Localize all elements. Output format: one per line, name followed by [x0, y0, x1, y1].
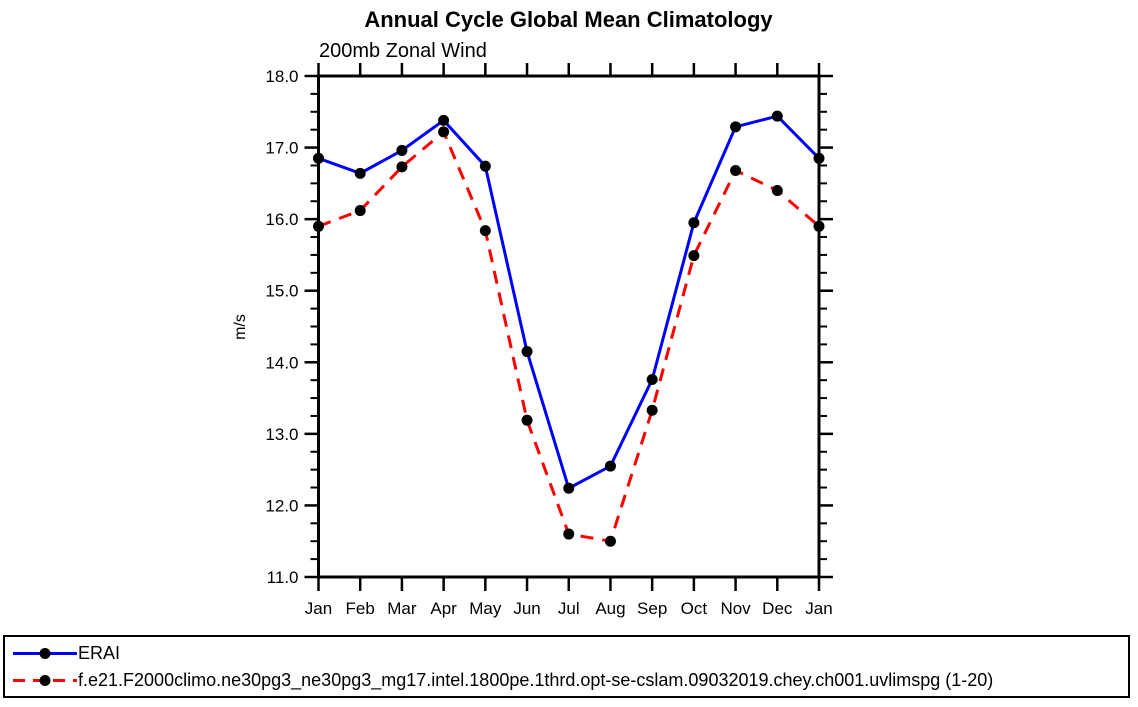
data-point-marker [313, 152, 324, 164]
legend-item-erai: ERAI [12, 640, 1124, 667]
data-point-marker [313, 220, 324, 232]
data-point-marker [604, 460, 616, 472]
series-line-0 [317, 114, 821, 490]
chart-title: Annual Cycle Global Mean Climatology [364, 7, 773, 32]
data-point-marker [438, 126, 450, 138]
data-point-marker [771, 185, 783, 197]
x-tick-label: Aug [595, 599, 625, 618]
y-tick-label: 13.0 [265, 425, 298, 444]
data-point-marker [563, 528, 575, 540]
data-point-marker [354, 167, 366, 179]
erai-line-sample-icon [13, 648, 77, 659]
legend-label-erai: ERAI [78, 643, 121, 663]
y-tick-label: 17.0 [265, 139, 298, 158]
data-point-marker [813, 152, 825, 164]
series-line-1 [317, 130, 820, 543]
x-tick-label: Feb [346, 599, 375, 618]
data-point-marker [521, 346, 533, 358]
x-tick-label: Apr [430, 599, 457, 618]
x-tick-label: Dec [762, 599, 793, 618]
data-point-marker [688, 217, 700, 229]
data-point-marker [354, 205, 366, 217]
data-point-marker [396, 144, 408, 156]
y-tick-label: 14.0 [265, 353, 298, 372]
x-tick-label: Jan [805, 599, 832, 618]
chart-subtitle: 200mb Zonal Wind [319, 40, 487, 62]
data-point-marker [730, 164, 742, 176]
data-point-marker [688, 250, 700, 262]
data-point-marker [563, 482, 575, 494]
legend: ERAI f.e21.F2000climo.ne30pg3_ne30pg3_mg… [3, 635, 1130, 698]
x-tick-label: Nov [720, 599, 751, 618]
y-tick-label: 12.0 [265, 496, 298, 515]
y-axis-title: m/s [232, 314, 249, 340]
climatology-line-chart: Jan Feb Mar Apr May Jun Jul Aug Sep Oct Nov Dec Jan 1… [232, 63, 833, 618]
y-tick-label: 18.0 [265, 67, 298, 86]
data-point-marker [646, 373, 658, 385]
data-point-marker [521, 414, 533, 426]
x-tick-label: Jul [558, 599, 580, 618]
data-point-marker [730, 121, 742, 133]
x-tick-label: Jun [513, 599, 540, 618]
legend-label-model-run: f.e21.F2000climo.ne30pg3_ne30pg3_mg17.in… [78, 670, 994, 690]
y-tick-label: 15.0 [265, 282, 298, 301]
data-point-marker [813, 220, 825, 232]
x-tick-label: Mar [387, 599, 417, 618]
plot-frame [317, 74, 821, 579]
y-tick-label: 11.0 [267, 568, 299, 587]
data-point-marker [438, 114, 450, 126]
data-point-marker [604, 535, 616, 547]
x-tick-label: May [469, 599, 502, 618]
data-point-marker [479, 160, 491, 172]
x-tick-label: Jan [305, 599, 332, 618]
y-tick-label: 16.0 [265, 210, 298, 229]
legend-item-model-run: f.e21.F2000climo.ne30pg3_ne30pg3_mg17.in… [12, 667, 1124, 694]
data-point-marker [771, 110, 783, 122]
data-point-marker [396, 161, 408, 173]
data-point-marker [646, 404, 658, 416]
data-point-marker [479, 225, 491, 237]
x-tick-label: Oct [681, 599, 708, 618]
x-tick-label: Sep [637, 599, 667, 618]
model-line-sample-icon [13, 675, 77, 686]
